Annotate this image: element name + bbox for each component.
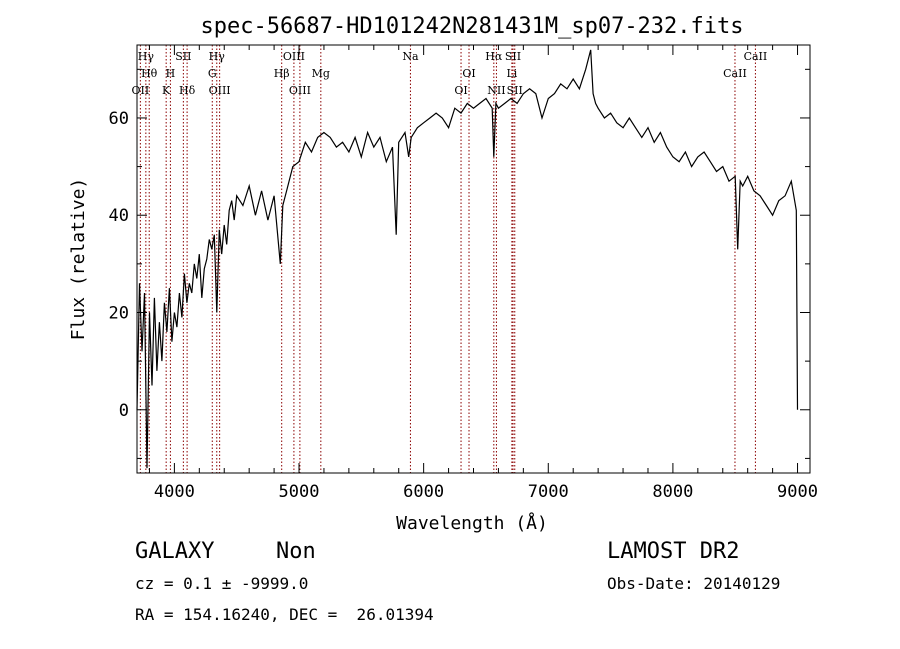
line-marker-group bbox=[139, 45, 756, 473]
line-marker-label: OI bbox=[462, 67, 475, 80]
line-marker-label: Na bbox=[402, 50, 419, 63]
x-tick-label: 6000 bbox=[403, 482, 444, 502]
line-marker-label: K bbox=[162, 84, 171, 97]
line-marker-label: SII bbox=[175, 50, 191, 63]
line-marker-label: CaII bbox=[723, 67, 747, 80]
y-tick-label: 40 bbox=[109, 206, 129, 226]
y-tick-label: 0 bbox=[119, 401, 129, 421]
line-marker-label: OIII bbox=[289, 84, 311, 97]
line-marker-label: H bbox=[166, 67, 176, 80]
x-tick-label: 9000 bbox=[777, 482, 818, 502]
y-axis-ticks: 0 20 40 60 bbox=[109, 68, 810, 459]
redshift-readout: cz = 0.1 ± -9999.0 bbox=[135, 574, 308, 593]
line-marker-label: Mg bbox=[312, 67, 330, 80]
line-marker-label: SII bbox=[507, 84, 523, 97]
observation-date: Obs-Date: 20140129 bbox=[607, 574, 780, 593]
y-tick-label: 60 bbox=[109, 109, 129, 129]
spectrum-series-line bbox=[136, 49, 799, 469]
x-axis-label: Wavelength (Å) bbox=[396, 512, 548, 534]
chart-title: spec-56687-HD101242N281431M_sp07-232.fit… bbox=[200, 14, 743, 39]
line-marker-label: Hγ bbox=[209, 50, 226, 63]
plot-frame bbox=[136, 44, 811, 474]
object-subclass: Non bbox=[276, 539, 316, 564]
x-tick-label: 4000 bbox=[154, 482, 195, 502]
line-marker-label: OIII bbox=[283, 50, 305, 63]
line-marker-label: Hα bbox=[485, 50, 503, 63]
object-class: GALAXY bbox=[135, 539, 214, 564]
line-marker-label: Hδ bbox=[179, 84, 196, 97]
line-marker-label: Li bbox=[506, 67, 517, 80]
y-axis-label: Flux (relative) bbox=[68, 178, 89, 341]
line-marker-label: G bbox=[208, 67, 217, 80]
line-marker-label: Hβ bbox=[274, 67, 290, 80]
x-tick-label: 5000 bbox=[279, 482, 320, 502]
line-marker-label: OIII bbox=[209, 84, 231, 97]
line-marker-label: SII bbox=[505, 50, 521, 63]
line-marker-label: OII bbox=[132, 84, 150, 97]
x-tick-label: 8000 bbox=[652, 482, 693, 502]
line-marker-label: CaII bbox=[744, 50, 768, 63]
line-marker-label: OI bbox=[454, 84, 467, 97]
line-marker-label: NII bbox=[487, 84, 505, 97]
line-marker-label: Hθ bbox=[141, 67, 158, 80]
line-marker-label: Hγ bbox=[138, 50, 155, 63]
x-tick-label: 7000 bbox=[528, 482, 569, 502]
x-axis-ticks: 4000 5000 6000 7000 8000 9000 bbox=[148, 45, 818, 502]
coordinates-readout: RA = 154.16240, DEC = 26.01394 bbox=[135, 605, 434, 624]
y-tick-label: 20 bbox=[109, 304, 129, 324]
survey-name: LAMOST DR2 bbox=[607, 539, 739, 564]
